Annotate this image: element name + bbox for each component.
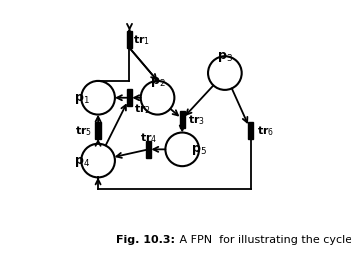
Text: $\mathbf{p}_{1}$: $\mathbf{p}_{1}$ (74, 91, 90, 105)
Text: A FPN  for illustrating the cycle detection.: A FPN for illustrating the cycle detecti… (176, 234, 351, 244)
Bar (248, 122, 253, 139)
Text: $\mathbf{tr}_{5}$: $\mathbf{tr}_{5}$ (75, 124, 92, 138)
Text: $\mathbf{p}_{2}$: $\mathbf{p}_{2}$ (150, 75, 165, 89)
Text: $\mathbf{tr}_{1}$: $\mathbf{tr}_{1}$ (133, 33, 151, 47)
Bar (127, 32, 132, 49)
Text: $\mathbf{tr}_{6}$: $\mathbf{tr}_{6}$ (257, 124, 274, 138)
Text: $\mathbf{p}_{4}$: $\mathbf{p}_{4}$ (74, 154, 91, 168)
Text: $\mathbf{p}_{3}$: $\mathbf{p}_{3}$ (217, 50, 233, 64)
Text: $\mathbf{tr}_{3}$: $\mathbf{tr}_{3}$ (188, 113, 205, 126)
Bar (127, 90, 132, 107)
Text: Fig. 10.3:: Fig. 10.3: (117, 234, 176, 244)
Text: $\mathbf{p}_{5}$: $\mathbf{p}_{5}$ (191, 143, 207, 157)
Bar (180, 111, 185, 128)
Text: $\mathbf{tr}_{2}$: $\mathbf{tr}_{2}$ (134, 102, 152, 115)
Bar (95, 122, 101, 139)
Text: $\mathbf{tr}_{4}$: $\mathbf{tr}_{4}$ (140, 131, 157, 144)
Bar (146, 141, 151, 158)
